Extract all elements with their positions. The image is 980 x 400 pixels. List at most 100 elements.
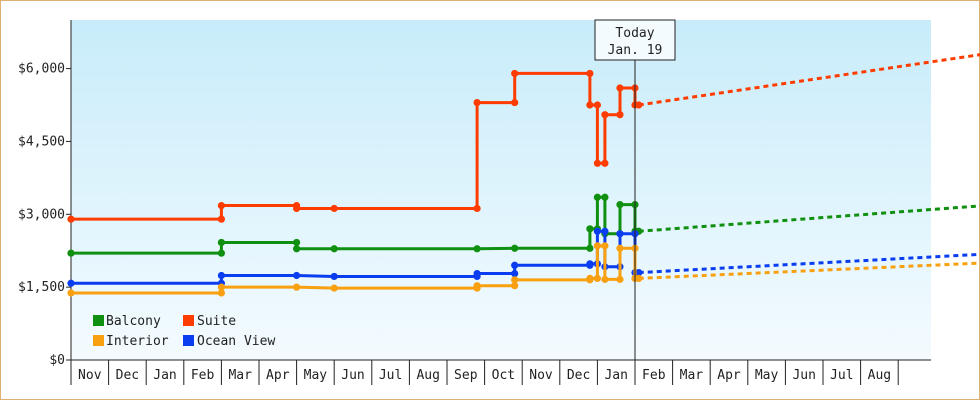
data-point-ocean-view (293, 271, 301, 280)
y-tick-label: $0 (49, 353, 65, 368)
x-tick-label: Jun (341, 368, 364, 383)
series-layer (67, 53, 980, 297)
data-point-balcony (616, 200, 624, 209)
projection-line-interior (638, 261, 980, 280)
data-point-interior (593, 242, 602, 250)
data-point-suite (217, 201, 225, 210)
data-point-suite (330, 204, 338, 213)
x-axis: Nov Dec Jan Feb Mar Apr May Jun Jul Aug Sep Oct Nov D… (70, 359, 931, 385)
x-tick-label: Jun (792, 368, 815, 383)
data-point-interior (67, 289, 75, 297)
data-point-ocean-view (217, 271, 225, 280)
data-point-suite (586, 69, 594, 78)
today-label: Today (615, 26, 654, 41)
data-point-interior (511, 282, 519, 290)
data-point-ocean-view (330, 272, 338, 281)
data-point-balcony (67, 249, 75, 257)
data-point-ocean-view (67, 279, 75, 287)
data-point-interior (586, 274, 594, 282)
data-point-balcony (330, 245, 338, 253)
y-tick-label: $6,000 (18, 62, 65, 77)
data-point-interior (293, 283, 301, 291)
x-tick-label: Apr (717, 368, 741, 383)
data-point-suite (616, 84, 624, 92)
data-point-interior (616, 244, 624, 252)
x-tick-label: Jan (604, 368, 627, 383)
data-point-suite (511, 69, 519, 78)
data-point-suite (217, 215, 225, 223)
x-tick-label: Nov (529, 368, 553, 383)
x-tick-label: Dec (567, 368, 590, 383)
data-point-balcony (293, 238, 301, 247)
today-box (594, 19, 676, 61)
x-tick-label: Dec (116, 368, 139, 383)
x-tick-label: Aug (416, 368, 439, 383)
x-tick-label: Oct (492, 368, 515, 383)
data-point-interior (473, 282, 481, 290)
data-point-balcony (586, 244, 594, 252)
data-point-suite (593, 101, 602, 109)
legend-swatch-balcony (93, 315, 104, 326)
x-tick-label: Jul (830, 368, 853, 383)
data-point-balcony (293, 245, 301, 253)
x-tick-label: Jan (153, 368, 176, 383)
data-point-suite (511, 98, 519, 107)
projection-line-balcony (638, 204, 980, 233)
legend-label-ocean-view: Ocean View (197, 334, 275, 349)
today-date: Jan. 19 (608, 43, 663, 58)
data-point-suite (616, 111, 624, 119)
data-point-suite (601, 159, 609, 167)
data-point-ocean-view (593, 227, 602, 235)
data-point-ocean-view (601, 227, 609, 235)
data-point-suite (293, 204, 301, 213)
data-point-interior (593, 274, 602, 282)
data-point-interior (601, 242, 609, 250)
x-tick-label: Apr (266, 368, 290, 383)
data-point-suite (473, 98, 481, 107)
x-tick-label: May (755, 368, 779, 383)
x-tick-label: Nov (78, 368, 102, 383)
series-interior (67, 242, 980, 297)
legend: Balcony Suite Interior Ocean View (93, 314, 275, 349)
data-point-suite (601, 111, 609, 119)
data-point-balcony (473, 245, 481, 253)
data-point-balcony (217, 249, 225, 257)
data-point-suite (586, 101, 594, 109)
data-point-balcony (601, 193, 609, 201)
data-point-balcony (593, 193, 602, 201)
series-suite (67, 53, 980, 223)
data-point-ocean-view (511, 269, 519, 278)
data-point-interior (511, 276, 519, 284)
x-tick-label: Mar (680, 368, 704, 383)
data-point-balcony (217, 238, 225, 247)
data-point-ocean-view (586, 260, 594, 268)
data-point-interior (330, 284, 338, 292)
projection-line-ocean-view (638, 252, 980, 275)
legend-swatch-ocean-view (183, 335, 194, 346)
data-point-suite (473, 204, 481, 213)
data-point-ocean-view (473, 269, 481, 278)
today-marker: Today Jan. 19 (594, 19, 676, 360)
data-point-balcony (586, 225, 594, 233)
data-point-suite (593, 159, 602, 167)
x-tick-label: May (304, 368, 328, 383)
legend-label-interior: Interior (106, 334, 169, 349)
data-point-interior (217, 283, 225, 291)
data-point-balcony (511, 244, 519, 252)
x-tick-label: Sep (454, 368, 478, 383)
legend-swatch-suite (183, 315, 194, 326)
y-axis: $0 $1,500 $3,000 $4,500 $6,000 (18, 20, 72, 368)
x-tick-label: Aug (868, 368, 891, 383)
x-tick-label: Jul (379, 368, 402, 383)
data-point-interior (616, 275, 624, 283)
series-ocean-view (67, 227, 980, 287)
y-tick-label: $4,500 (18, 134, 65, 149)
x-tick-label: Feb (191, 368, 215, 383)
x-tick-label: Mar (228, 368, 252, 383)
data-point-suite (67, 215, 75, 223)
data-point-interior (217, 289, 225, 297)
legend-label-suite: Suite (197, 314, 236, 329)
legend-label-balcony: Balcony (106, 314, 161, 329)
data-point-ocean-view (511, 261, 519, 269)
